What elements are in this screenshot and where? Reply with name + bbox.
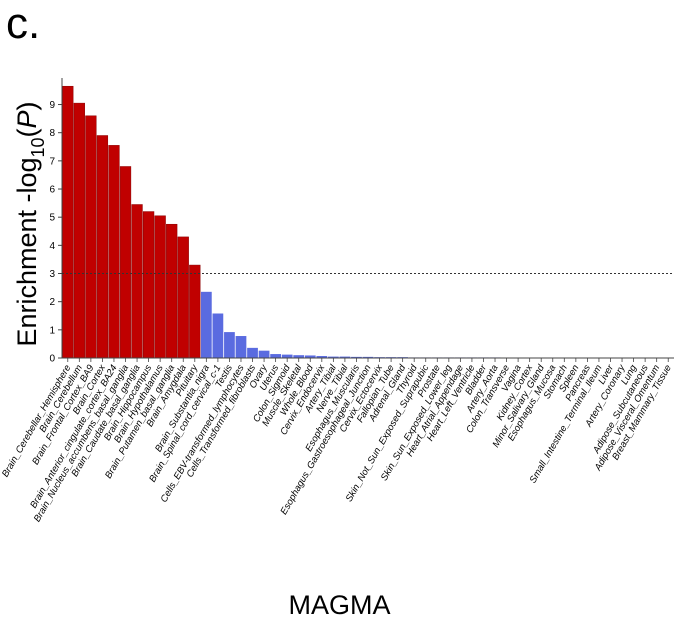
bar-Brain_Amygdala: [177, 236, 189, 359]
bar-Brain_Putamen_basal_ganglia: [166, 223, 178, 359]
bar-Brain_Hypothalamus: [154, 215, 166, 359]
bar-Colon_Sigmoid: [281, 354, 293, 358]
bar-Brain_Hippocampus: [142, 211, 155, 359]
bar-Brain_Nucleus_accumbens_basal_ganglia: [119, 166, 132, 359]
bar-Uterus: [270, 354, 281, 358]
y-tick-label: 9: [49, 100, 55, 111]
bar-Brain_Spinal_cord_cervical_c-1: [212, 313, 224, 358]
bar-Testis: [224, 332, 235, 358]
bar-Cervix_Endocervix: [316, 356, 328, 358]
bar-Pituitary: [189, 264, 201, 359]
y-tick-label: 8: [49, 128, 55, 139]
bar-Muscle_Skeletal: [293, 355, 305, 358]
bar-Brain_Cerebellum: [73, 102, 85, 359]
bar-Brain_Frontal_Cortex_BA9: [85, 115, 97, 359]
bar-Cells_EBV-transformed_lymphocytes: [235, 336, 247, 358]
bar-Brain_Substantia_nigra: [200, 291, 212, 358]
bars: [62, 85, 674, 359]
bar-Brain_Caudate_basal_ganglia: [131, 204, 143, 359]
svg-text:Enrichment -log10(P): Enrichment -log10(P): [12, 101, 48, 346]
bar-Brain_Cerebellar_Hemisphere: [62, 85, 74, 359]
bar-Artery_Tibial: [327, 356, 339, 358]
y-tick-label: 3: [49, 269, 55, 280]
bar-Ovary: [258, 350, 270, 358]
bar-Nerve_Tibial: [339, 356, 351, 358]
x-axis-title: MAGMA: [288, 590, 391, 620]
panel-label: c.: [6, 0, 41, 48]
bar-Whole_Blood: [304, 355, 316, 358]
bar-Brain_Cortex: [96, 135, 109, 359]
y-tick-label: 4: [49, 241, 55, 252]
y-tick-label: 1: [49, 325, 55, 336]
bar-Cells_Transformed_fibroblasts: [247, 347, 258, 358]
y-tick-label: 2: [49, 297, 55, 308]
y-tick-label: 0: [49, 354, 55, 365]
y-tick-label: 5: [49, 213, 55, 224]
y-axis-label: Enrichment -log10(P): [12, 101, 48, 346]
y-tick-label: 7: [49, 156, 55, 167]
bar-Esophagus_Gastroesophageal_Junction: [362, 356, 374, 358]
y-ticks: 0 1 2 3 4 5 6 7 8 9: [49, 100, 62, 365]
bar-Esophagus_Muscularis: [351, 356, 362, 358]
y-tick-label: 6: [49, 185, 55, 196]
x-ticks: Brain_Cerebellar_HemisphereBrain_Cerebel…: [0, 358, 674, 524]
bar-Brain_Anterior_cingulate_cortex_BA24: [108, 145, 120, 359]
